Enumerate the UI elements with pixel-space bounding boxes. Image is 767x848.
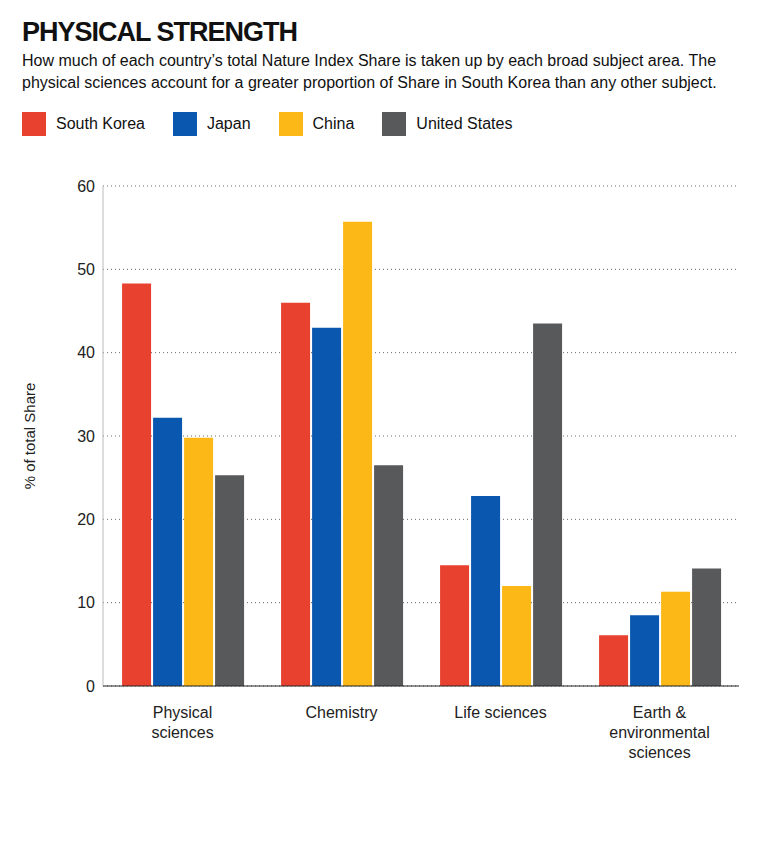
svg-text:10: 10	[77, 594, 95, 611]
svg-text:Physicalsciences: Physicalsciences	[151, 704, 213, 741]
html-text:China: China	[312, 115, 355, 132]
svg-text:30: 30	[77, 428, 95, 445]
svg-text:Chemistry: Chemistry	[305, 704, 377, 721]
svg-text:50: 50	[77, 261, 95, 278]
html-text:PHYSICAL STRENGTH: PHYSICAL STRENGTH	[22, 17, 297, 47]
svg-text:0: 0	[86, 678, 95, 695]
html-text:United States: United States	[416, 115, 513, 132]
svg-text:40: 40	[77, 344, 95, 361]
svg-text:20: 20	[77, 511, 95, 528]
svg-text:60: 60	[77, 178, 95, 195]
svg-text:% of total Share: % of total Share	[21, 383, 38, 490]
html-text:South Korea: South Korea	[56, 115, 145, 132]
svg-text:Life sciences: Life sciences	[454, 704, 547, 721]
html-text:How much of each country’s tot: How much of each country’s total Nature …	[22, 52, 717, 91]
svg-text:Earth &environmentalsciences: Earth &environmentalsciences	[609, 704, 710, 761]
html-text:Japan: Japan	[207, 115, 251, 132]
